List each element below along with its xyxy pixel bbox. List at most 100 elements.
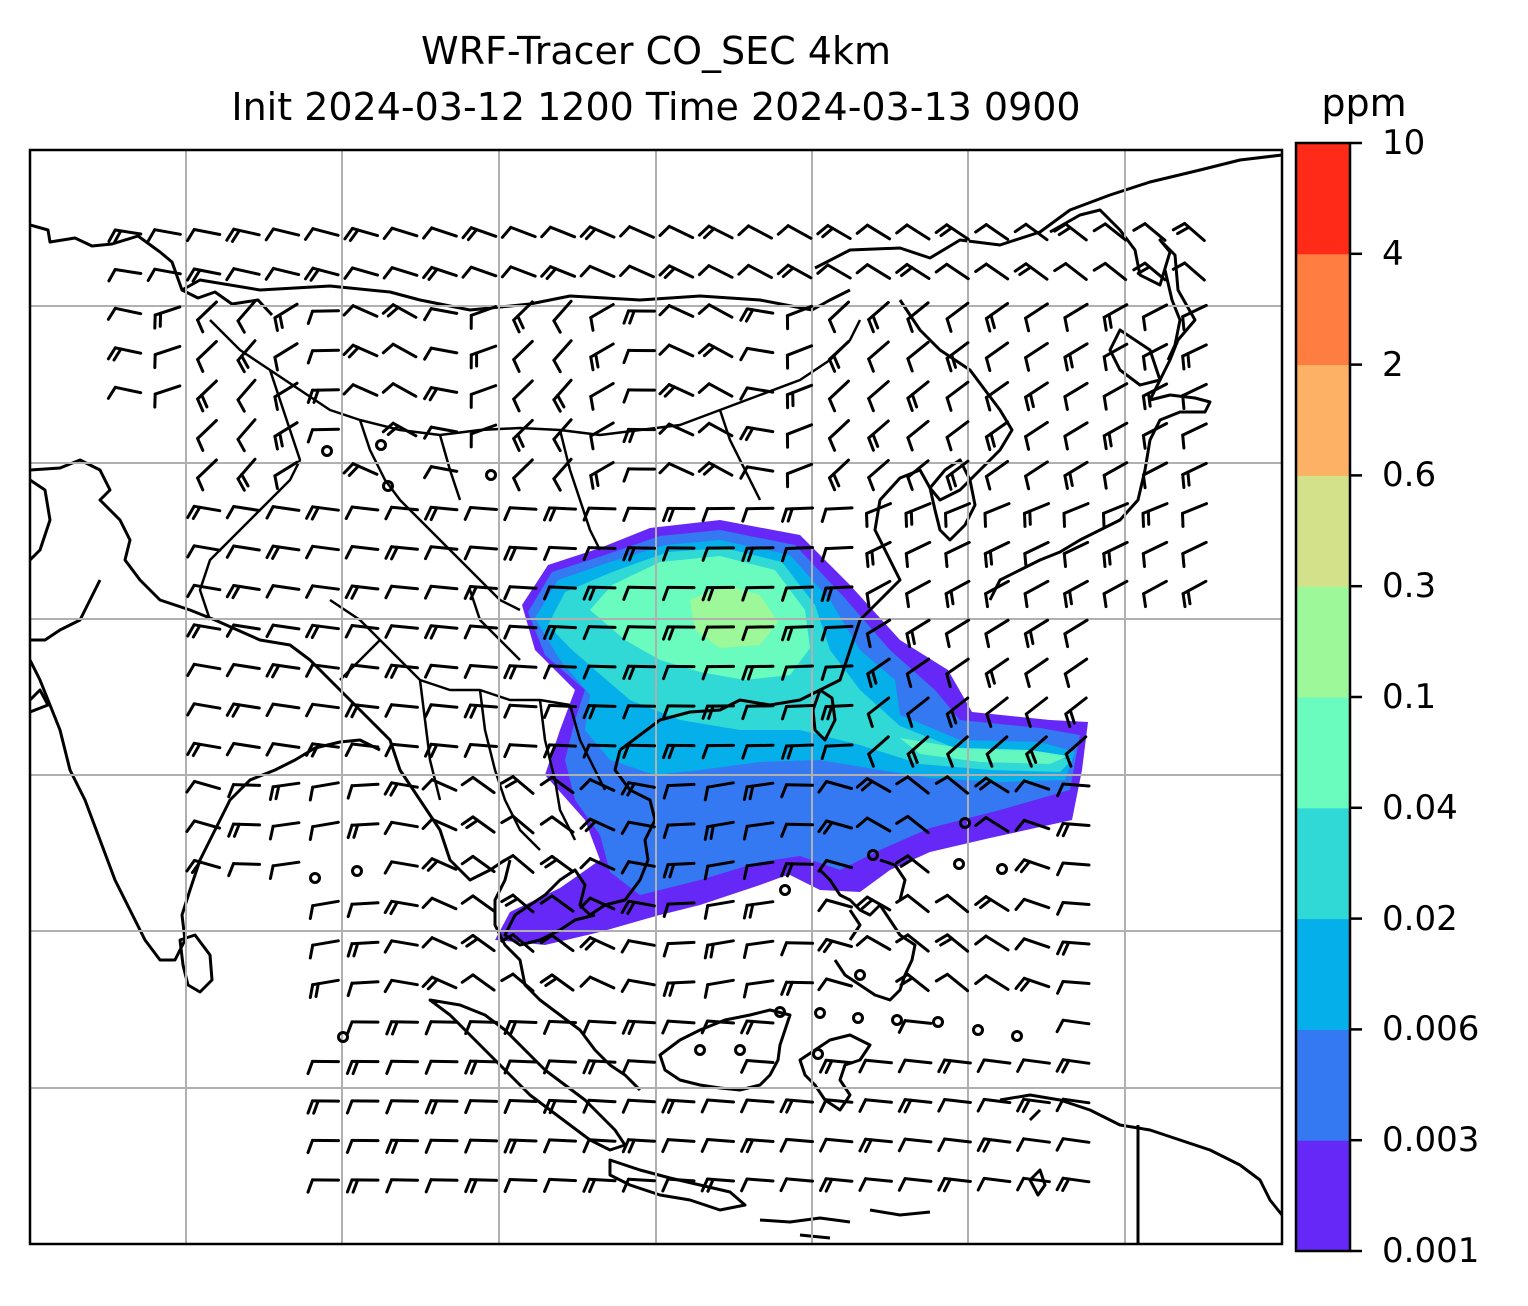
wind-barb-feather [579, 225, 592, 238]
wind-barb-feather [464, 1178, 472, 1194]
wind-barb [153, 344, 182, 357]
wind-barb-feather [697, 224, 711, 237]
wind-barb-feather [469, 585, 478, 601]
wind-barb [552, 299, 573, 323]
calm-wind-circle [932, 1016, 944, 1028]
coastline-china-north-east [619, 299, 1014, 752]
wind-barb [706, 1098, 735, 1104]
wind-barb [1062, 540, 1090, 556]
wind-barb [552, 457, 573, 481]
wind-barb-feather [391, 1020, 399, 1036]
wind-barb [865, 263, 892, 280]
wind-barb-feather [832, 472, 841, 488]
wind-barb-feather [934, 893, 949, 904]
wind-barb-feather [186, 544, 196, 559]
wind-barb-feather [384, 505, 394, 521]
wind-barb-feather [821, 226, 835, 239]
wind-barb-feather [589, 316, 595, 332]
wind-barb [945, 380, 970, 400]
wind-barb-feather [867, 476, 875, 492]
wind-barb-feather [1181, 511, 1185, 528]
wind-barb-feather [1061, 822, 1071, 838]
wind-barb-feather [1171, 222, 1187, 232]
wind-barb-feather [345, 1178, 354, 1194]
wind-barb-feather [906, 357, 914, 373]
wind-barb [1061, 1097, 1091, 1105]
wind-barb [906, 301, 930, 321]
wind-barb-feather [817, 898, 828, 913]
wind-barb [588, 975, 616, 990]
wind-barb-feather [700, 1019, 709, 1035]
wind-barb-feather [741, 704, 749, 721]
wind-barb-feather [979, 779, 993, 791]
wind-barb [745, 506, 775, 511]
wind-barb-feather [584, 820, 597, 833]
wind-barb [984, 460, 1010, 478]
wind-barb [982, 1058, 1012, 1065]
wind-barb-feather [306, 1178, 314, 1194]
wind-barb-feather [950, 709, 958, 725]
wind-barb-feather [424, 545, 433, 561]
wind-barb-feather [424, 1099, 433, 1115]
wind-barb [944, 618, 971, 636]
wind-barb-feather [621, 1019, 630, 1035]
wind-barb-feather [855, 935, 869, 947]
map-panel [28, 148, 1284, 1246]
wind-barb [906, 814, 930, 835]
wind-barb-feather [620, 899, 631, 914]
colorbar-segment [1296, 1140, 1350, 1252]
wind-barb [1063, 421, 1089, 438]
wind-barb-feather [1063, 632, 1070, 649]
wind-barb-feather [1147, 391, 1152, 408]
wind-barb-feather [1019, 860, 1032, 874]
wind-barb-feather [816, 224, 830, 236]
wind-barb-feather [460, 854, 475, 866]
wind-barb-feather [500, 972, 515, 983]
wind-barb-feather [345, 1020, 354, 1036]
wind-barb-feather [1186, 470, 1191, 487]
wind-barb [706, 978, 735, 987]
wind-barb [469, 1020, 498, 1024]
wind-barb [903, 1058, 933, 1065]
wind-barb-feather [579, 975, 592, 988]
wind-barb-feather [306, 1099, 314, 1115]
wind-barb-feather [384, 624, 394, 639]
wind-barb-feather [385, 1178, 393, 1194]
wind-barb [390, 584, 419, 591]
wind-barb-feather [265, 544, 275, 560]
wind-barb [785, 423, 814, 436]
wind-barb-feather [1186, 589, 1192, 606]
wind-barb-feather [939, 226, 953, 238]
wind-barb-feather [974, 223, 988, 234]
calm-wind-circle [321, 445, 333, 457]
wind-barb [429, 1099, 459, 1103]
wind-barb-feather [867, 357, 875, 373]
wind-barb-feather [934, 223, 949, 234]
wind-barb-feather [816, 263, 830, 275]
wind-barb-feather [1028, 509, 1032, 526]
wind-barb-feather [579, 817, 592, 830]
colorbar-tick-label: 0.04 [1382, 787, 1458, 828]
wind-barb [471, 973, 496, 992]
wind-barb [1141, 422, 1169, 437]
wind-barb [1063, 302, 1089, 320]
plume-level-004-band [900, 738, 1068, 764]
wind-barb-feather [278, 313, 284, 329]
wind-barb-feather [342, 462, 355, 475]
wind-barb [1142, 579, 1168, 596]
wind-barb [1103, 261, 1128, 282]
wind-barb-feather [1016, 1137, 1026, 1152]
wind-barb [273, 342, 299, 359]
wind-barb-feather [817, 977, 828, 992]
wind-barb-feather [273, 395, 279, 411]
wind-barb-feather [701, 546, 709, 562]
wind-barb [943, 1098, 972, 1104]
wind-barb-feather [385, 1020, 393, 1036]
wind-barb-feather [703, 943, 710, 960]
wind-barb-feather [865, 511, 869, 528]
wind-barb-feather [231, 703, 241, 718]
wind-barb-feather [1064, 752, 1073, 768]
wind-barb-feather [742, 943, 749, 959]
wind-barb-feather [344, 663, 354, 679]
wind-barb-feather [306, 1138, 314, 1155]
